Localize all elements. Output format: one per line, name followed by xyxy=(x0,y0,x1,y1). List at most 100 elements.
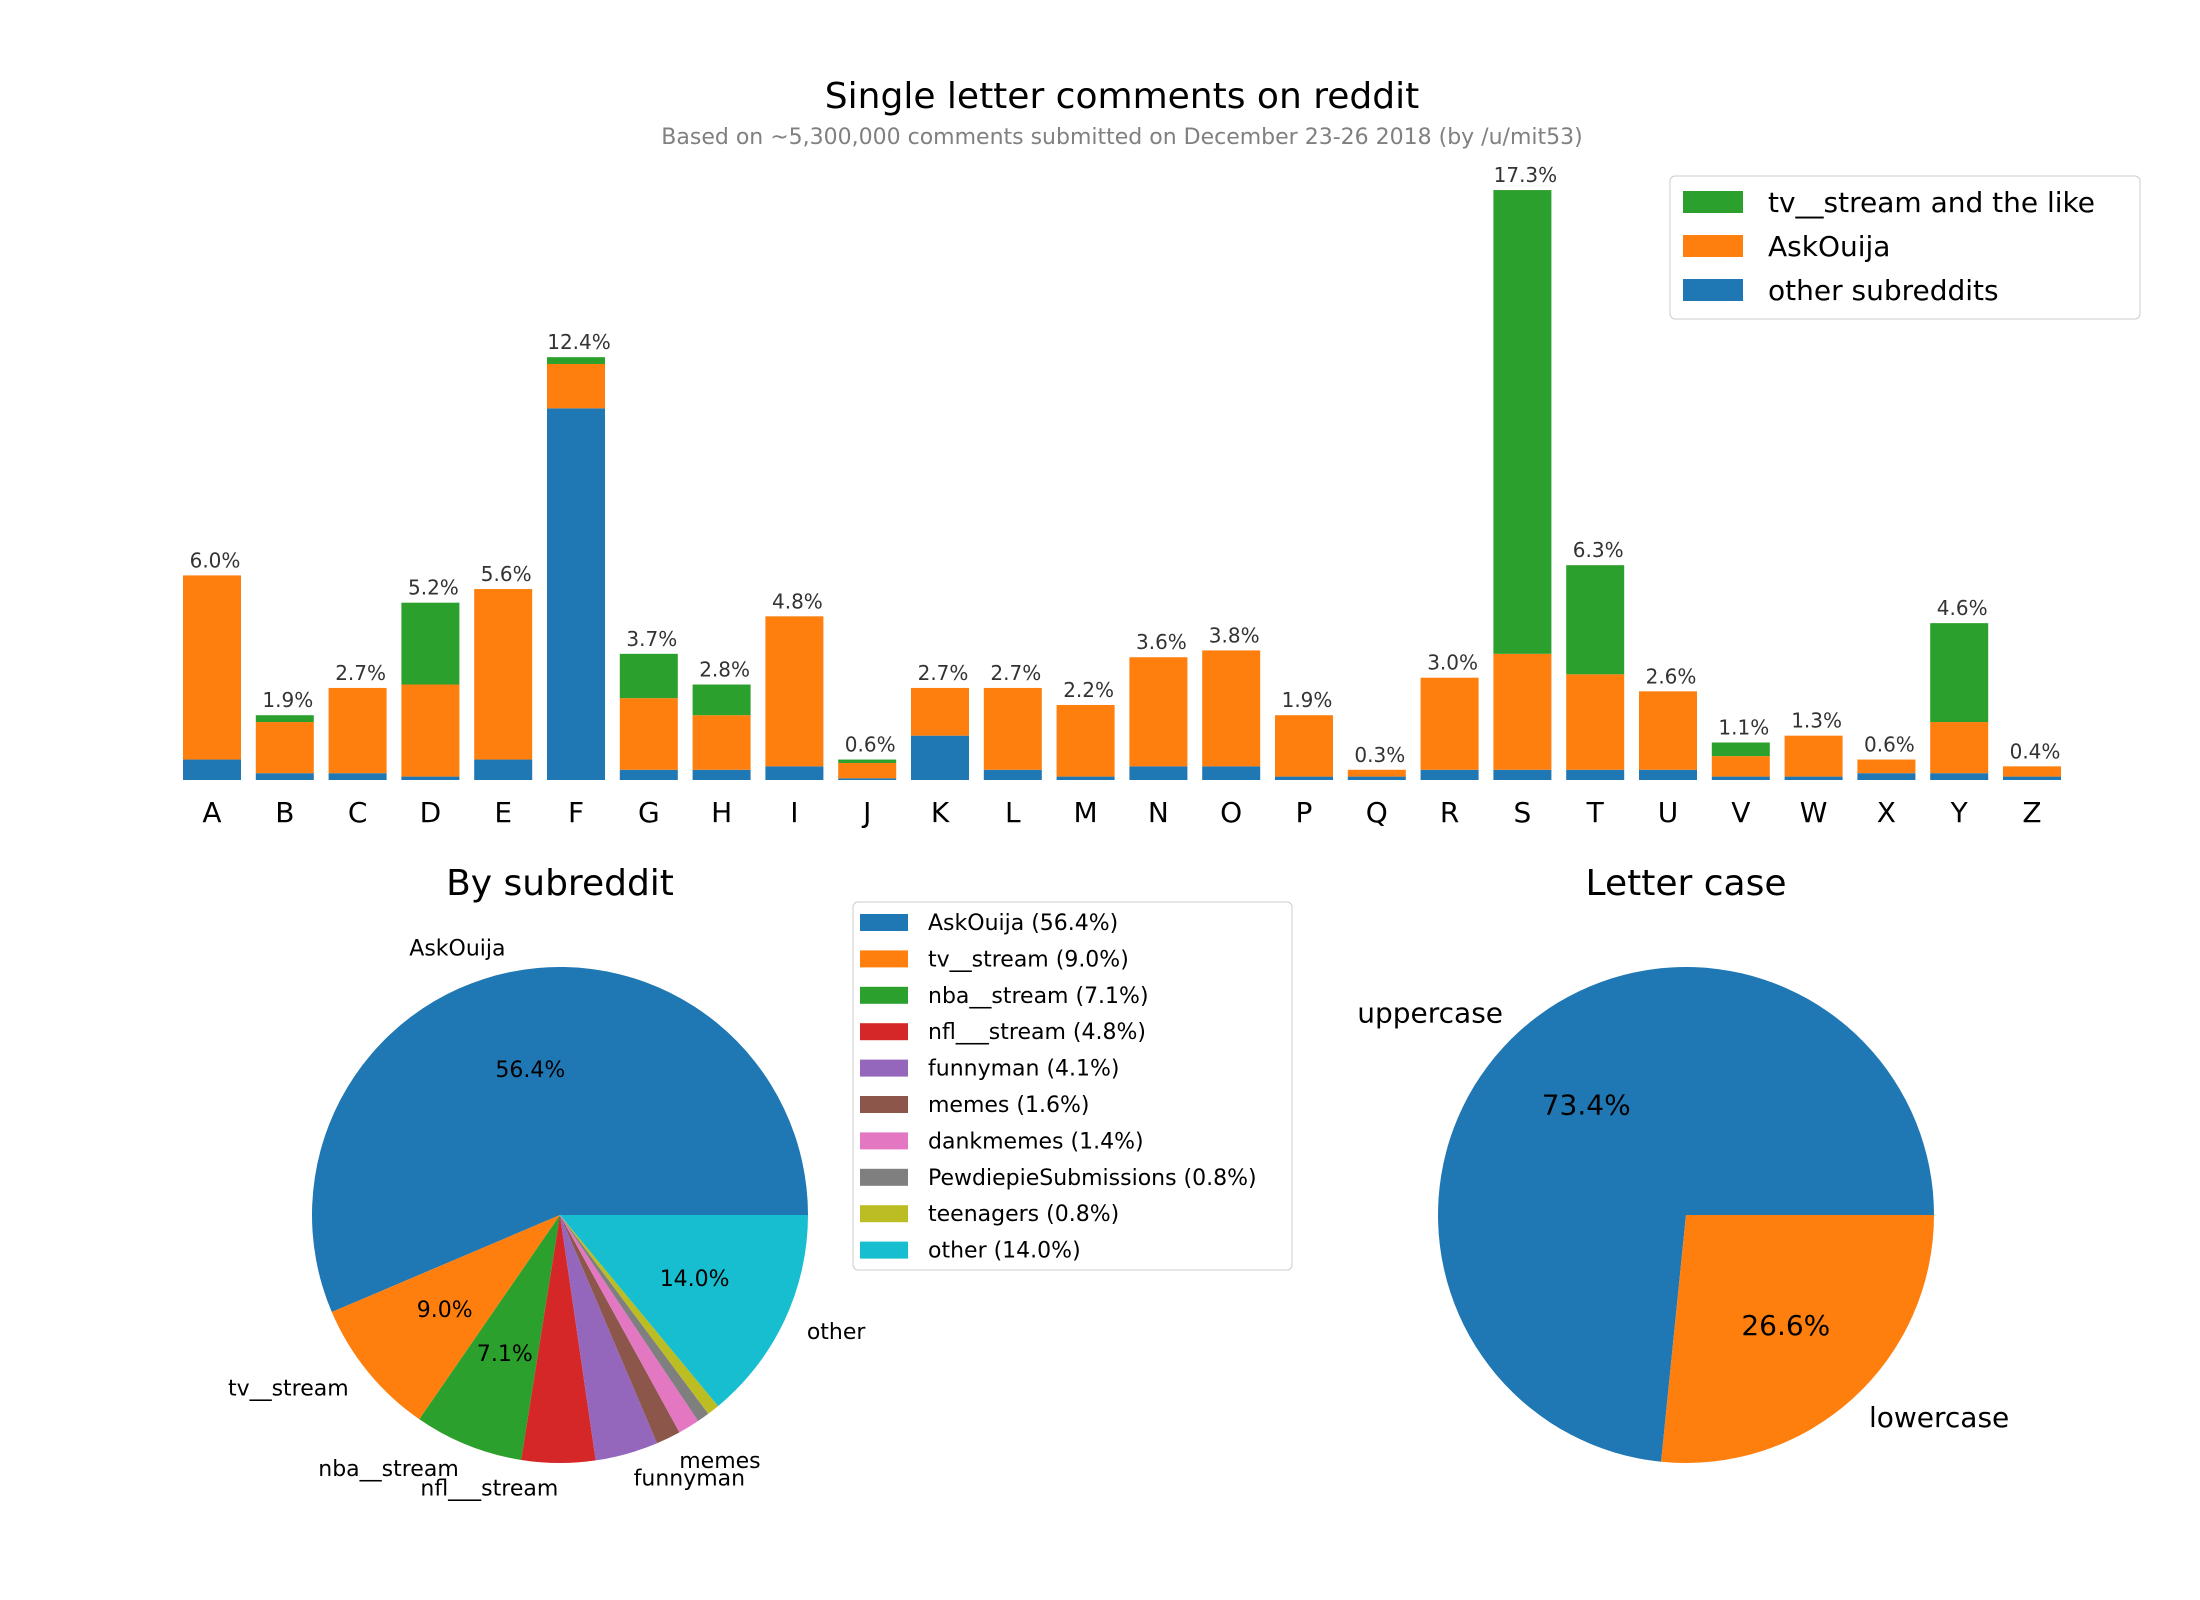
bar-segment-D-1 xyxy=(401,684,460,777)
x-tick-label: S xyxy=(1514,796,1532,829)
legend-swatch xyxy=(860,1168,908,1186)
bar-total-label: 2.7% xyxy=(918,661,969,685)
bar-segment-H-2 xyxy=(692,684,751,716)
legend-swatch xyxy=(1683,191,1743,213)
bar-segment-J-2 xyxy=(838,759,897,763)
bar-segment-Z-0 xyxy=(2003,776,2061,780)
bar-segment-K-1 xyxy=(911,687,969,736)
bar-segment-B-2 xyxy=(255,715,314,723)
pie-pct-label: 9.0% xyxy=(417,1298,473,1323)
pie-slice-label: AskOuija xyxy=(409,936,505,961)
bar-total-label: 2.6% xyxy=(1646,664,1697,688)
legend-swatch xyxy=(1683,279,1743,301)
bar-segment-V-1 xyxy=(1711,756,1770,777)
x-tick-label: Z xyxy=(2022,796,2041,829)
x-tick-label: J xyxy=(861,796,871,829)
bar-segment-M-0 xyxy=(1056,776,1115,780)
legend-swatch xyxy=(860,1023,908,1041)
legend-swatch xyxy=(860,1132,908,1150)
bar-segment-X-1 xyxy=(1857,759,1916,774)
legend-label: nba__stream (7.1%) xyxy=(928,984,1149,1009)
bar-segment-D-0 xyxy=(401,776,460,780)
legend-label: AskOuija xyxy=(1768,230,1890,263)
bar-total-label: 12.4% xyxy=(547,330,611,354)
legend-label: other subreddits xyxy=(1768,274,1999,307)
bar-segment-T-0 xyxy=(1566,769,1625,780)
pie-pct-label: 7.1% xyxy=(477,1342,533,1367)
pie-slice-label: memes xyxy=(679,1449,760,1474)
bar-segment-D-2 xyxy=(401,602,460,685)
bar-segment-O-0 xyxy=(1202,766,1261,780)
bar-segment-Z-1 xyxy=(2003,766,2061,777)
legend-swatch xyxy=(860,1205,908,1223)
bar-total-label: 2.8% xyxy=(699,658,750,682)
bar-segment-W-1 xyxy=(1784,735,1843,777)
legend-swatch xyxy=(860,1241,908,1259)
bar-segment-R-1 xyxy=(1420,677,1479,770)
bar-segment-V-2 xyxy=(1711,742,1770,757)
x-tick-label: K xyxy=(931,796,950,829)
bar-segment-S-0 xyxy=(1493,769,1552,780)
pie-slice-label: uppercase xyxy=(1357,996,1503,1029)
x-tick-label: Y xyxy=(1950,796,1969,829)
bar-segment-P-1 xyxy=(1275,715,1333,777)
bar-total-label: 6.3% xyxy=(1573,538,1624,562)
pie-slice xyxy=(560,1215,658,1461)
pie-pct-label: 26.6% xyxy=(1741,1309,1830,1342)
bar-total-label: 5.2% xyxy=(408,576,459,600)
x-tick-label: P xyxy=(1296,796,1313,829)
x-tick-label: T xyxy=(1586,796,1605,829)
pie-letter-case: uppercase 73.4% lowercase 26.6% xyxy=(1357,966,2009,1463)
x-tick-label: F xyxy=(568,796,584,829)
x-tick-label: O xyxy=(1220,796,1242,829)
legend-label: memes (1.6%) xyxy=(928,1093,1089,1118)
bar-segment-Q-0 xyxy=(1347,776,1406,780)
pie-slice xyxy=(311,967,808,1313)
pie-slice xyxy=(560,1215,719,1414)
legend-swatch xyxy=(860,986,908,1004)
bar-segment-R-0 xyxy=(1420,769,1479,780)
x-tick-label: R xyxy=(1440,796,1459,829)
bar-total-label: 2.7% xyxy=(335,661,386,685)
bar-total-label: 1.9% xyxy=(1282,688,1333,712)
bar-total-label: 3.0% xyxy=(1427,651,1478,675)
bar-total-label: 6.0% xyxy=(190,548,241,572)
bar-segment-P-0 xyxy=(1275,776,1333,780)
pie-slice-label: funnyman xyxy=(634,1466,745,1491)
x-tick-label: E xyxy=(494,796,512,829)
bar-legend: tv__stream and the like AskOuija other sub… xyxy=(1669,175,2141,320)
bar-segment-E-1 xyxy=(474,589,533,760)
x-tick-label: D xyxy=(420,796,442,829)
bar-total-label: 3.7% xyxy=(626,627,677,651)
legend-swatch xyxy=(860,950,908,968)
x-tick-label: X xyxy=(1877,796,1896,829)
legend-label: dankmemes (1.4%) xyxy=(928,1129,1144,1154)
legend-label: teenagers (0.8%) xyxy=(928,1202,1119,1227)
bar-segment-S-2 xyxy=(1493,190,1552,654)
pie-slice xyxy=(521,1215,596,1463)
legend-label: AskOuija (56.4%) xyxy=(928,911,1118,936)
bar-segment-U-0 xyxy=(1639,769,1697,780)
bar-total-label: 0.3% xyxy=(1354,743,1405,767)
bar-segment-C-1 xyxy=(328,687,387,774)
bar-segment-C-0 xyxy=(328,773,387,780)
bar-segment-T-1 xyxy=(1566,674,1625,770)
legend-label: tv__stream and the like xyxy=(1768,186,2095,219)
bar-segment-U-1 xyxy=(1639,691,1697,770)
bar-segment-N-1 xyxy=(1129,657,1188,767)
bar-segment-X-0 xyxy=(1857,773,1916,780)
x-tick-label: B xyxy=(275,796,294,829)
bar-segment-V-0 xyxy=(1711,776,1770,780)
bar-segment-B-0 xyxy=(255,773,314,780)
bar-total-label: 2.7% xyxy=(990,661,1041,685)
bar-total-label: 0.6% xyxy=(845,733,896,757)
bar-segment-I-1 xyxy=(765,616,824,767)
x-tick-label: W xyxy=(1800,796,1828,829)
x-tick-label: V xyxy=(1731,796,1750,829)
pie-subreddit-legend: AskOuija (56.4%) tv__stream (9.0%) nba__st… xyxy=(852,901,1293,1271)
pie-slice xyxy=(419,1215,560,1460)
x-tick-label: A xyxy=(202,796,221,829)
bar-segment-G-0 xyxy=(619,769,678,780)
bar-total-label: 0.4% xyxy=(2010,739,2061,763)
